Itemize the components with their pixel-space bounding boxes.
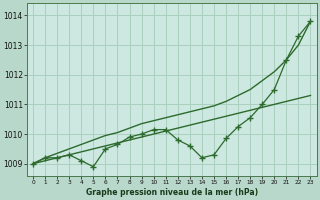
X-axis label: Graphe pression niveau de la mer (hPa): Graphe pression niveau de la mer (hPa): [86, 188, 258, 197]
